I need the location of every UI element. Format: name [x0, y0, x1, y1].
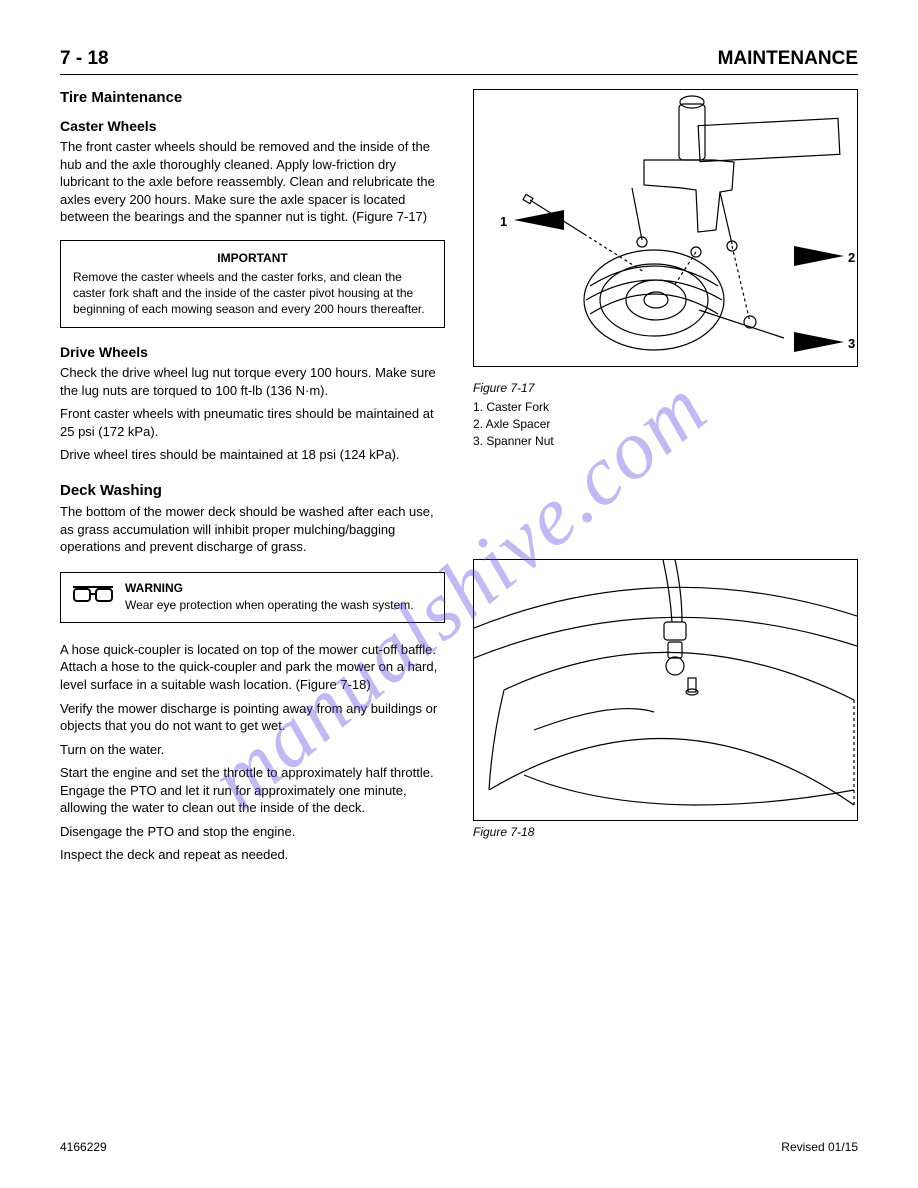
footer-left: 4166229 [60, 1140, 107, 1154]
figure-7-17-labels: 1. Caster Fork 2. Axle Spacer 3. Spanner… [473, 399, 858, 449]
page-footer: 4166229 Revised 01/15 [60, 1140, 858, 1154]
warning-label: WARNING [125, 581, 414, 597]
subheading-caster: Caster Wheels [60, 118, 445, 134]
fig17-label-2: 2. Axle Spacer [473, 416, 858, 433]
warning-box: WARNING Wear eye protection when operati… [60, 572, 445, 623]
fig17-callout-3: 3 [848, 336, 855, 351]
figure-7-17-svg: 1 2 3 [474, 90, 857, 366]
right-column: 1 2 3 Figure 7-17 1. Caster Fork 2. Axle… [473, 89, 858, 870]
paragraph-caster: The front caster wheels should be remove… [60, 138, 445, 226]
page-number: 7 - 18 [60, 48, 109, 70]
left-column: Tire Maintenance Caster Wheels The front… [60, 89, 445, 870]
figure-7-17: 1 2 3 [473, 89, 858, 367]
figure-7-18 [473, 559, 858, 821]
section-heading-deckwash: Deck Washing [60, 482, 445, 499]
paragraph-deckwash-intro: The bottom of the mower deck should be w… [60, 503, 445, 556]
warning-text-wrap: WARNING Wear eye protection when operati… [125, 581, 414, 614]
figure-7-18-svg [474, 560, 857, 820]
fig17-callout-2: 2 [848, 250, 855, 265]
content-columns: Tire Maintenance Caster Wheels The front… [60, 89, 858, 870]
footer-right: Revised 01/15 [781, 1140, 858, 1154]
page: 7 - 18 MAINTENANCE Tire Maintenance Cast… [0, 0, 918, 1188]
figure-7-18-caption: Figure 7-18 [473, 825, 858, 839]
important-note-box: IMPORTANT Remove the caster wheels and t… [60, 240, 445, 329]
paragraph-deckwash-4: Start the engine and set the throttle to… [60, 764, 445, 817]
paragraph-deckwash-5: Disengage the PTO and stop the engine. [60, 823, 445, 841]
fig17-label-1: 1. Caster Fork [473, 399, 858, 416]
fig17-callout-1: 1 [500, 214, 507, 229]
subheading-drive: Drive Wheels [60, 344, 445, 360]
page-header: 7 - 18 MAINTENANCE [60, 48, 858, 75]
paragraph-drive-1: Check the drive wheel lug nut torque eve… [60, 364, 445, 399]
paragraph-drive-2: Front caster wheels with pneumatic tires… [60, 405, 445, 440]
fig17-label-3: 3. Spanner Nut [473, 433, 858, 450]
important-label: IMPORTANT [73, 251, 432, 265]
paragraph-deckwash-2: Verify the mower discharge is pointing a… [60, 700, 445, 735]
page-title: MAINTENANCE [718, 48, 858, 70]
safety-glasses-icon [71, 583, 115, 612]
paragraph-deckwash-3: Turn on the water. [60, 741, 445, 759]
important-text: Remove the caster wheels and the caster … [73, 269, 432, 318]
paragraph-drive-3: Drive wheel tires should be maintained a… [60, 446, 445, 464]
paragraph-deckwash-1: A hose quick-coupler is located on top o… [60, 641, 445, 694]
figure-7-17-caption: Figure 7-17 [473, 381, 858, 395]
warning-text: Wear eye protection when operating the w… [125, 598, 414, 612]
paragraph-deckwash-6: Inspect the deck and repeat as needed. [60, 846, 445, 864]
section-heading-tire: Tire Maintenance [60, 89, 445, 106]
